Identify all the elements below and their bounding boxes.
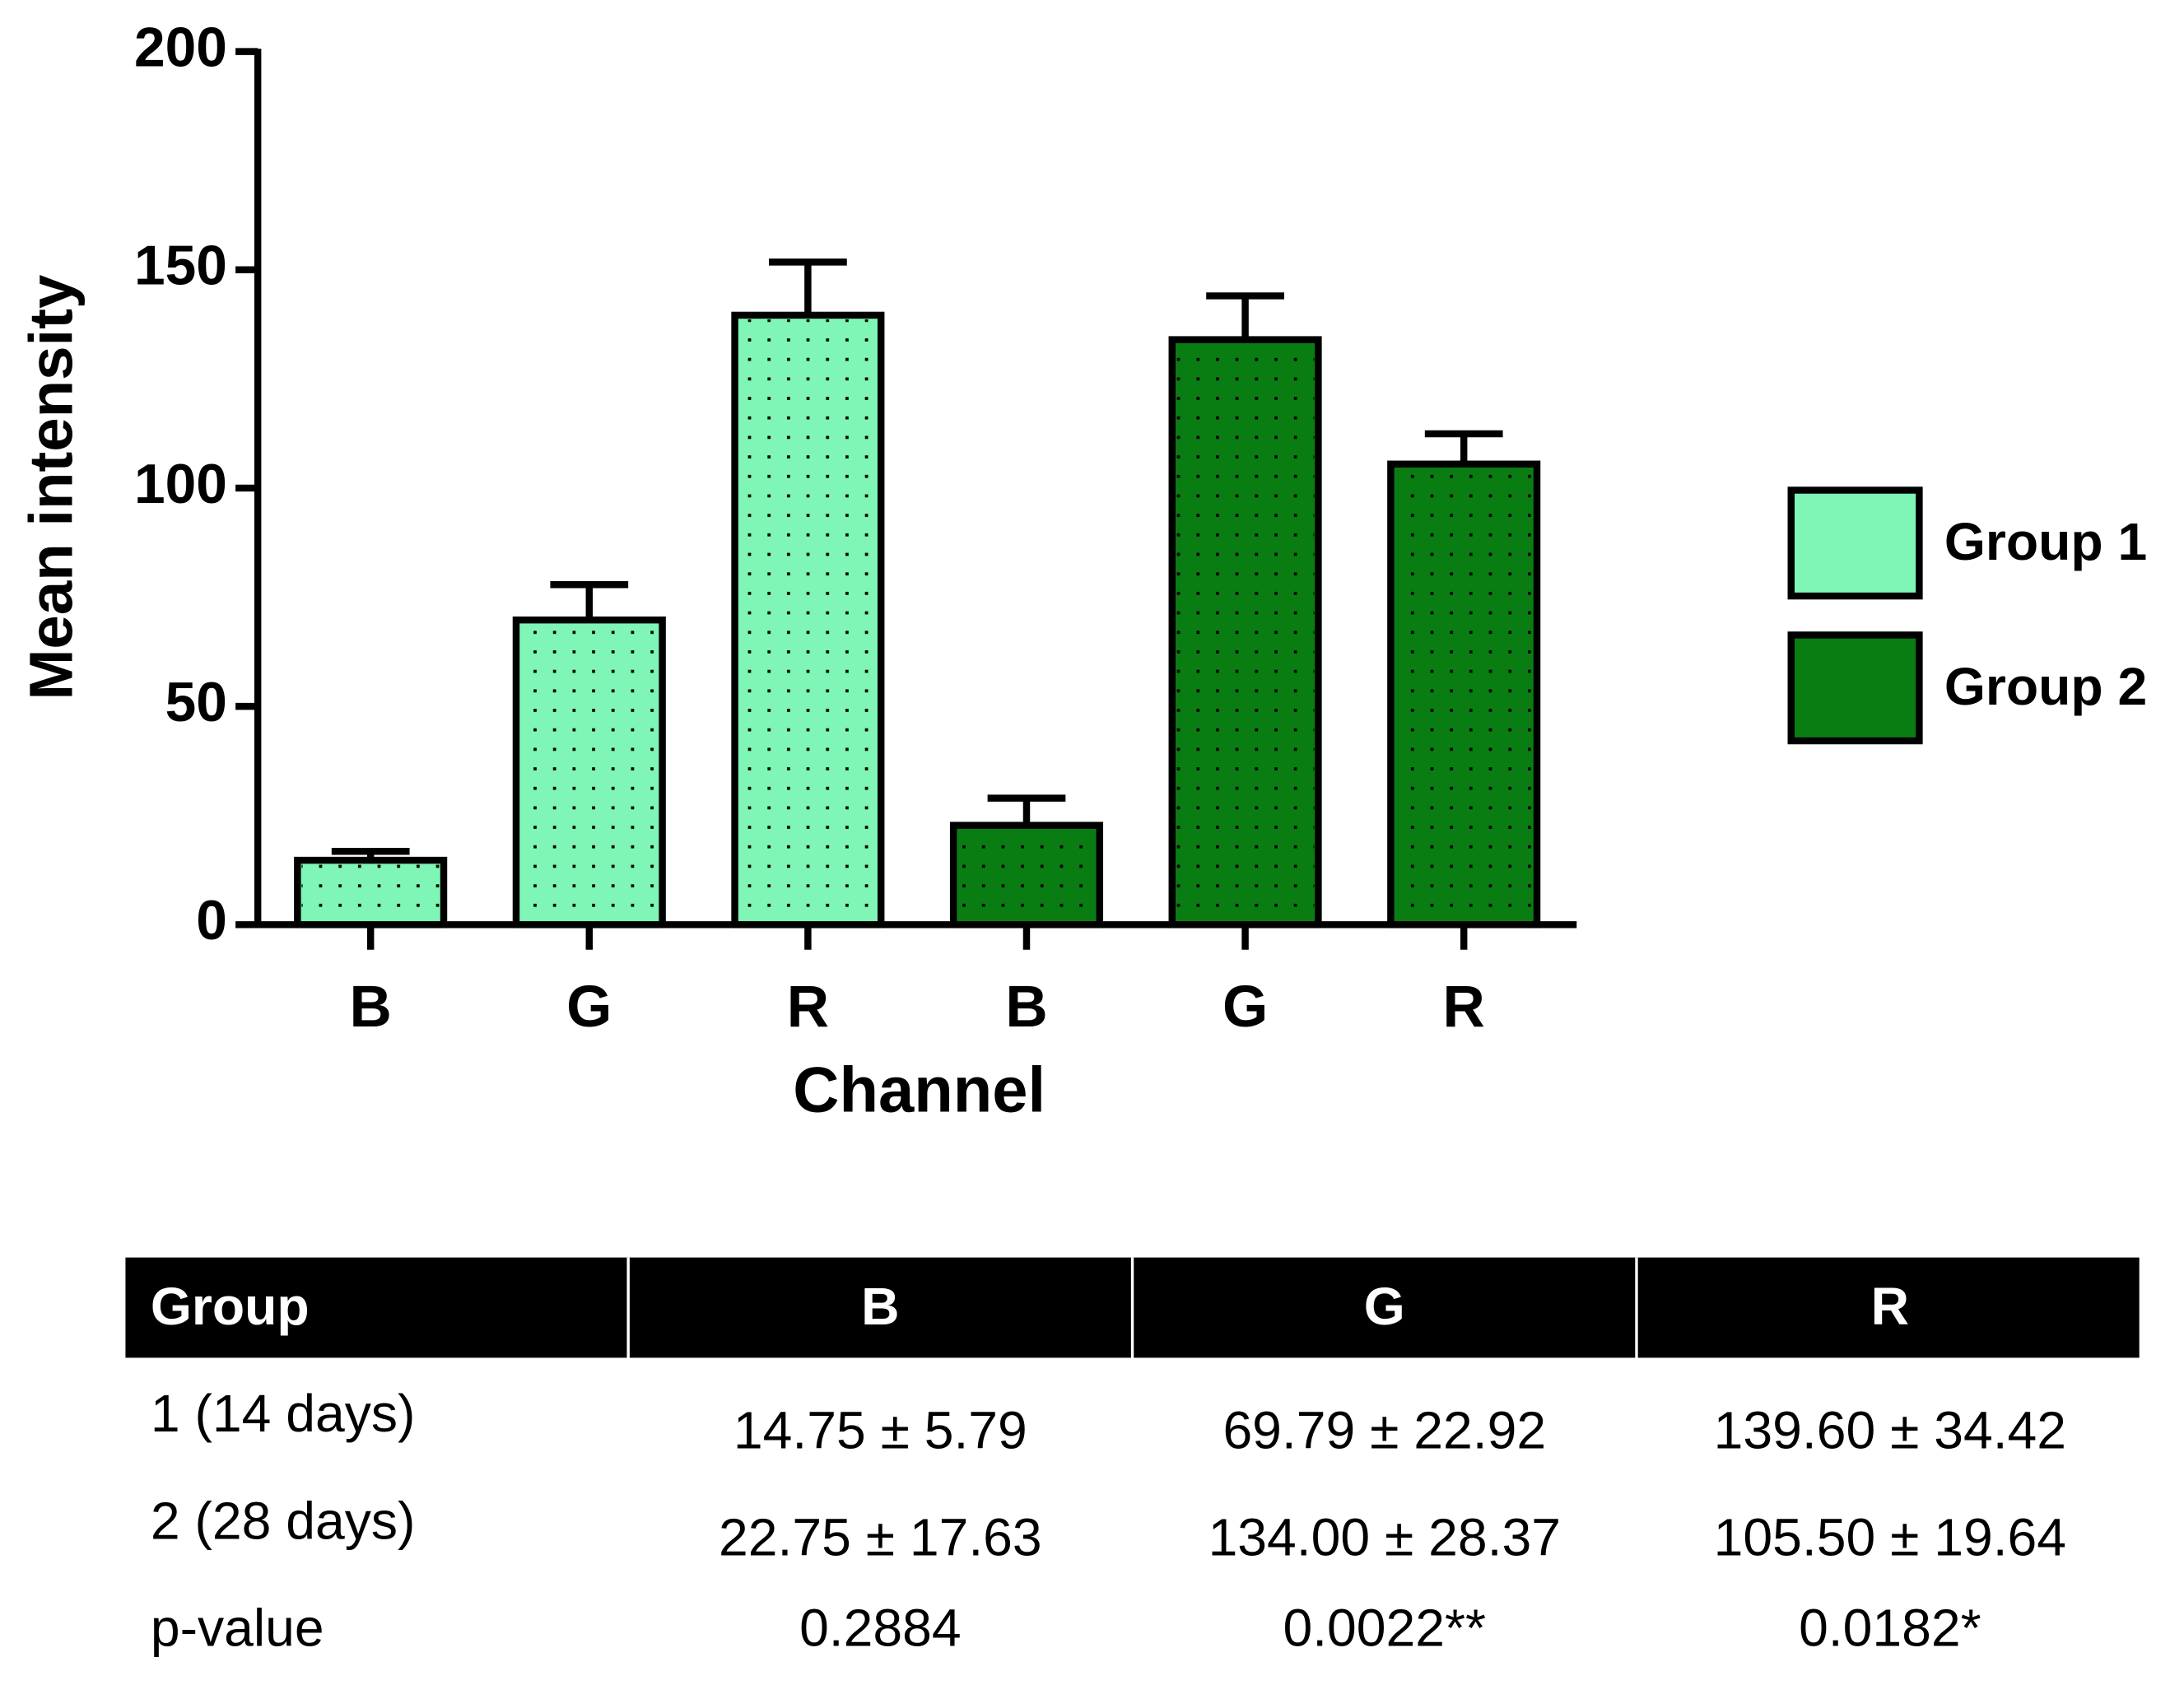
x-tick-label: B (350, 975, 392, 1040)
bar-texture (957, 829, 1096, 921)
table-cell: 0.0022** (1283, 1599, 1486, 1658)
table-cell: p-value (151, 1599, 324, 1658)
y-tick-label: 0 (196, 890, 227, 952)
table-header: R (1871, 1277, 1909, 1336)
table-cell: 0.0182* (1799, 1599, 1981, 1658)
x-axis-label: Channel (793, 1054, 1045, 1125)
x-tick-label: G (1222, 975, 1268, 1040)
bar-texture (301, 864, 440, 921)
y-tick-label: 200 (134, 16, 227, 78)
y-tick-label: 150 (134, 235, 227, 297)
table-cell: 105.50 ± 19.64 (1714, 1508, 2066, 1567)
table-cell: 2 (28 days) (151, 1491, 416, 1550)
table-cell: 134.00 ± 28.37 (1208, 1508, 1561, 1567)
table-cell: 14.75 ± 5.79 (733, 1400, 1027, 1459)
x-tick-label: R (787, 975, 829, 1040)
bar-texture (1176, 343, 1315, 921)
legend-swatch (1787, 486, 1923, 600)
table-cell: 69.79 ± 22.92 (1222, 1400, 1546, 1459)
x-tick-label: R (1443, 975, 1485, 1040)
y-axis-label: Mean intensity (17, 275, 86, 701)
table-cell: 0.2884 (799, 1599, 962, 1658)
bar-texture (738, 319, 878, 921)
y-tick-label: 50 (165, 672, 227, 733)
table-header: G (1364, 1277, 1405, 1336)
x-tick-label: G (566, 975, 612, 1040)
legend-label: Group 1 (1944, 512, 2147, 571)
table-cell: 139.60 ± 34.42 (1714, 1400, 2066, 1459)
y-tick-label: 100 (134, 454, 227, 515)
x-tick-label: B (1005, 975, 1047, 1040)
table-header: Group (151, 1277, 310, 1336)
table-cell: 1 (14 days) (151, 1384, 416, 1443)
bar-texture (520, 624, 659, 921)
table-header: B (861, 1277, 899, 1336)
legend-swatch (1787, 631, 1923, 745)
legend-label: Group 2 (1944, 657, 2147, 716)
table-cell: 22.75 ± 17.63 (719, 1508, 1042, 1567)
bar-texture (1395, 468, 1533, 921)
